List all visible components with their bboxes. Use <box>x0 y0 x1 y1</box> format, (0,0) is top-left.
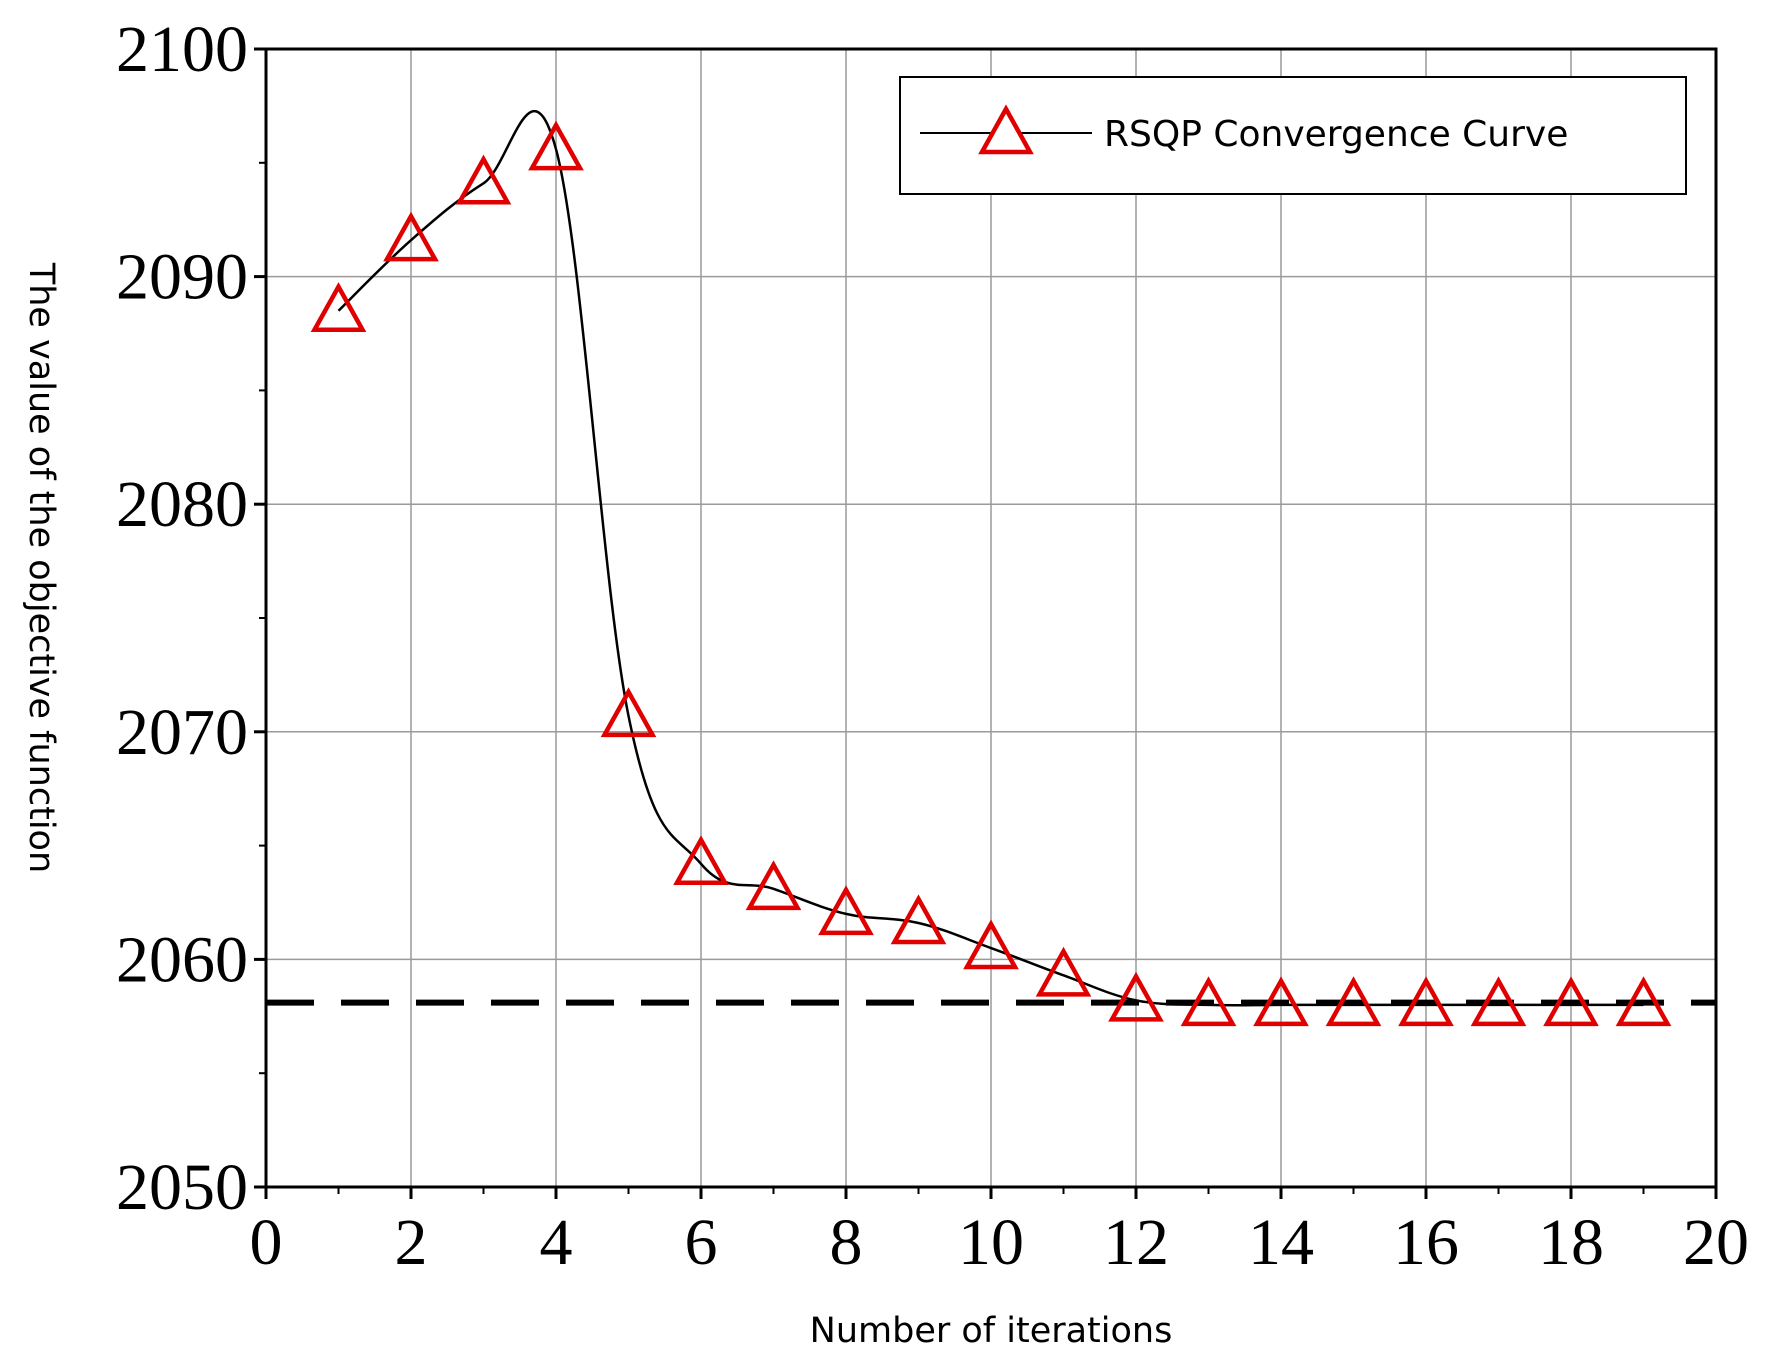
legend: RSQP Convergence Curve <box>899 76 1687 195</box>
data-point-triangle <box>1398 976 1454 1027</box>
x-tick-label: 18 <box>1538 1206 1604 1279</box>
x-tick-label: 6 <box>685 1206 718 1279</box>
x-tick-label: 8 <box>830 1206 863 1279</box>
grid-lines <box>266 49 1716 1187</box>
x-tick-labels: 0 2 4 6 8 10 12 14 16 18 20 <box>250 1206 1750 1279</box>
x-tick-label: 16 <box>1393 1206 1459 1279</box>
y-tick-label: 2060 <box>116 923 248 996</box>
data-point-triangle <box>745 860 802 911</box>
data-point-triangle <box>1035 946 1092 997</box>
y-tick-label: 2070 <box>116 696 248 769</box>
legend-box <box>899 76 1687 195</box>
data-point-triangle <box>1470 976 1527 1027</box>
data-point-triangle <box>1325 976 1382 1027</box>
data-point-triangle <box>528 120 584 171</box>
series-line <box>337 110 1644 1007</box>
y-tick-labels: 2050 2060 2070 2080 2090 2100 <box>116 13 248 1224</box>
x-tick-label: 4 <box>540 1206 573 1279</box>
x-tick-label: 0 <box>250 1206 283 1279</box>
axis-ticks <box>254 47 1718 1199</box>
y-tick-label: 2080 <box>116 468 248 541</box>
y-axis-title: The value of the objective function <box>21 262 61 873</box>
x-tick-label: 20 <box>1683 1206 1749 1279</box>
x-tick-label: 14 <box>1248 1206 1314 1279</box>
data-point-triangle <box>600 687 657 738</box>
y-tick-label: 2100 <box>116 13 248 86</box>
legend-label: RSQP Convergence Curve <box>1104 114 1568 155</box>
data-point-triangle <box>673 835 729 886</box>
data-point-triangle <box>1615 976 1672 1027</box>
data-point-triangle <box>963 919 1019 970</box>
y-tick-label: 2050 <box>116 1151 248 1224</box>
x-tick-label: 10 <box>958 1206 1024 1279</box>
data-point-triangle <box>383 211 439 262</box>
data-point-triangle <box>1180 976 1237 1027</box>
x-tick-label: 2 <box>395 1206 428 1279</box>
data-point-triangle <box>1108 971 1164 1022</box>
series-group <box>310 110 1672 1027</box>
data-point-triangle <box>1543 976 1599 1027</box>
x-axis-title: Number of iterations <box>810 1311 1173 1351</box>
y-tick-label: 2090 <box>116 241 248 314</box>
data-point-triangle <box>455 154 512 205</box>
data-point-triangle <box>890 894 947 945</box>
data-point-triangle <box>310 282 367 332</box>
x-tick-label: 12 <box>1103 1206 1169 1279</box>
data-point-triangle <box>818 885 874 936</box>
data-point-triangle <box>1253 976 1309 1027</box>
legend-triangle-marker <box>978 104 1034 155</box>
